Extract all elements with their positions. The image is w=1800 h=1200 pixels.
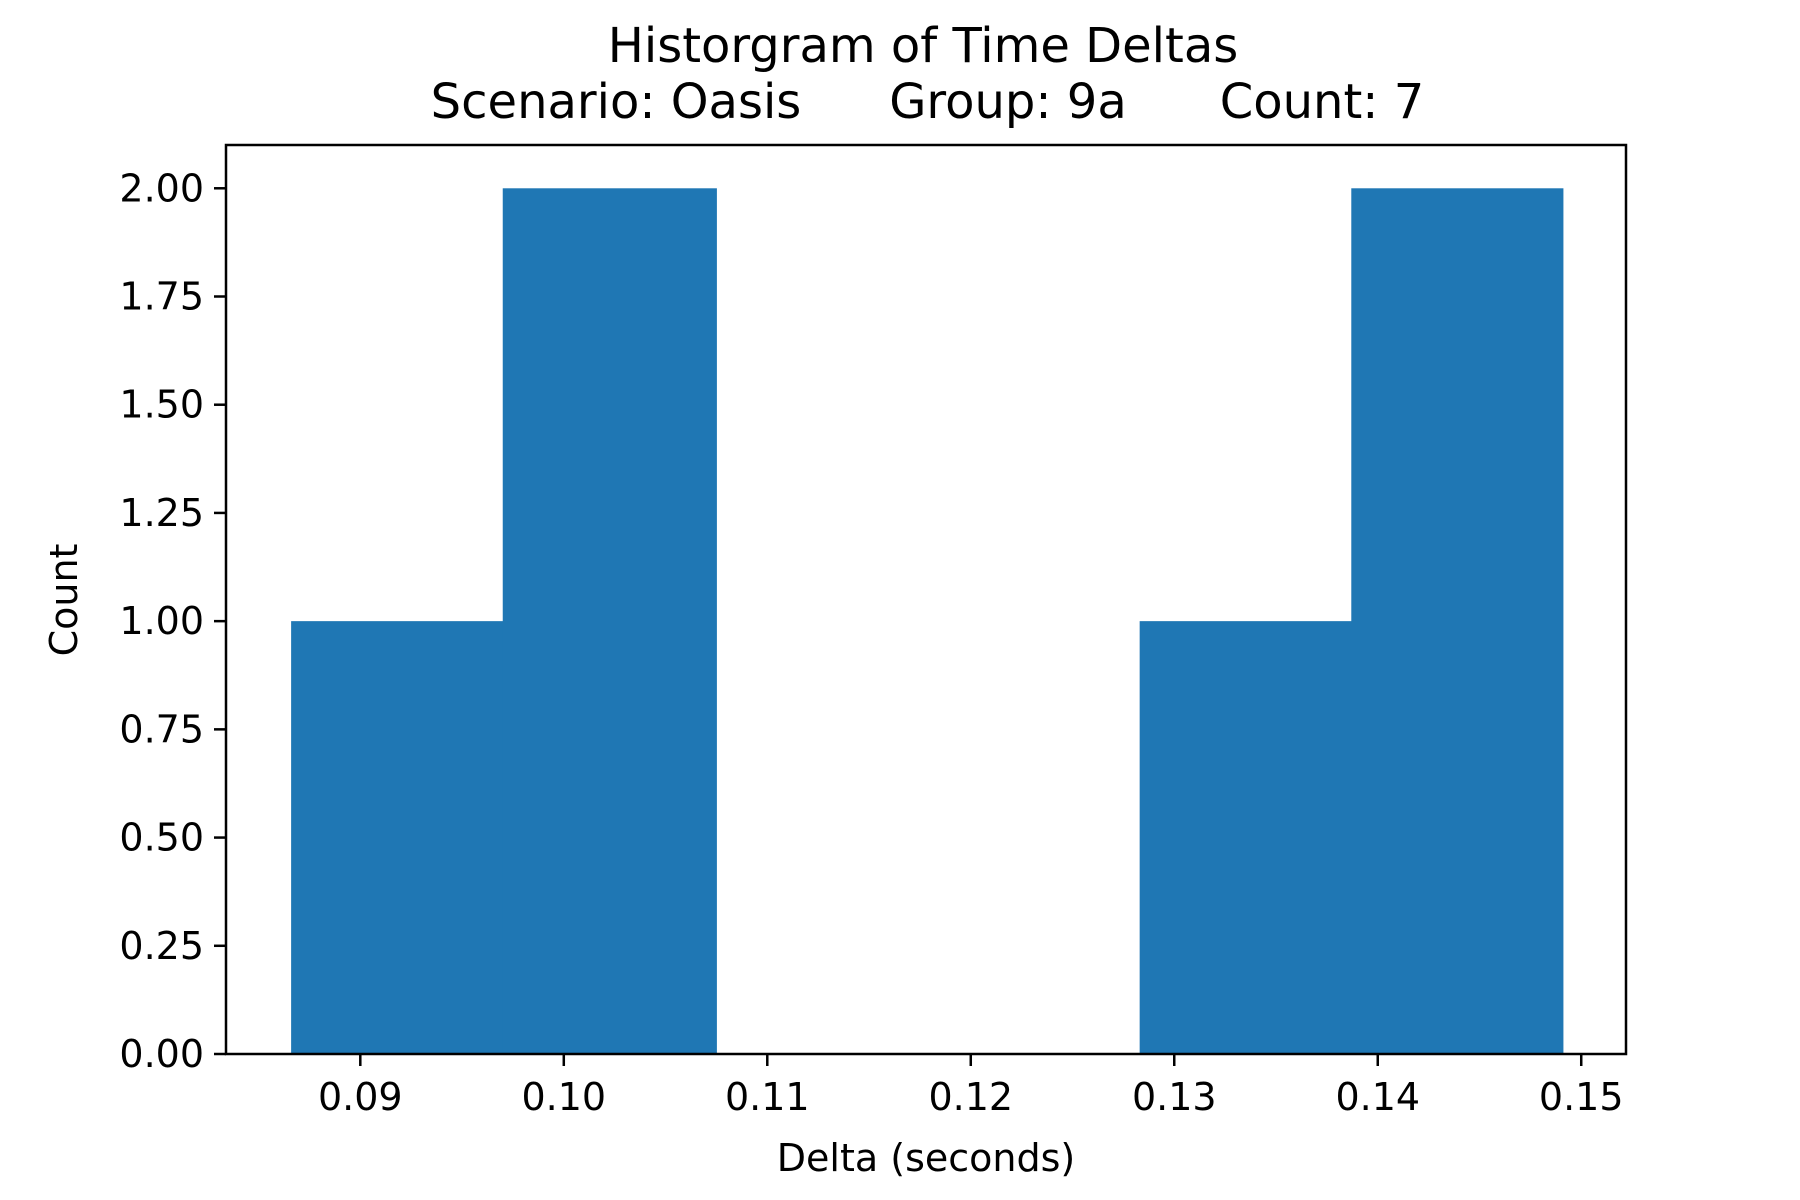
- y-tick-label: 0.25: [119, 924, 204, 968]
- x-axis-label: Delta (seconds): [777, 1136, 1075, 1180]
- y-axis-label: Count: [42, 544, 86, 657]
- y-tick-label: 1.75: [119, 275, 204, 319]
- chart-title: Historgram of Time Deltas: [608, 18, 1238, 74]
- x-tick-label: 0.11: [725, 1075, 810, 1119]
- histogram-bars: [291, 188, 1564, 1055]
- y-tick-label: 0.00: [119, 1032, 204, 1076]
- histogram-bar: [1351, 188, 1564, 1055]
- y-tick-label: 1.25: [119, 491, 204, 535]
- plot-area-frame: [224, 143, 1628, 1056]
- x-tick-label: 0.15: [1539, 1075, 1624, 1119]
- subtitle-group: Group: 9a: [889, 74, 1127, 130]
- x-tick-label: 0.12: [928, 1075, 1013, 1119]
- x-axis-ticks: 0.09 0.10 0.11 0.12 0.13 0.14 0.15: [318, 1054, 1624, 1119]
- y-tick-label: 2.00: [119, 166, 204, 210]
- y-axis-ticks: 0.00 0.25 0.50 0.75 1.00 1.25 1.50 1.75 2.00: [119, 166, 226, 1076]
- x-tick-label: 0.13: [1132, 1075, 1217, 1119]
- x-tick-label: 0.09: [318, 1075, 403, 1119]
- x-tick-label: 0.10: [521, 1075, 606, 1119]
- histogram-bar: [291, 621, 504, 1054]
- histogram-bar: [502, 188, 717, 1055]
- subtitle-count: Count: 7: [1220, 74, 1425, 130]
- y-tick-label: 0.75: [119, 707, 204, 751]
- y-tick-label: 0.50: [119, 816, 204, 860]
- x-tick-label: 0.14: [1335, 1075, 1420, 1119]
- subtitle-scenario: Scenario: Oasis: [431, 74, 802, 130]
- y-tick-label: 1.50: [119, 383, 204, 427]
- histogram-bar: [1139, 621, 1352, 1054]
- y-tick-label: 1.00: [119, 599, 204, 643]
